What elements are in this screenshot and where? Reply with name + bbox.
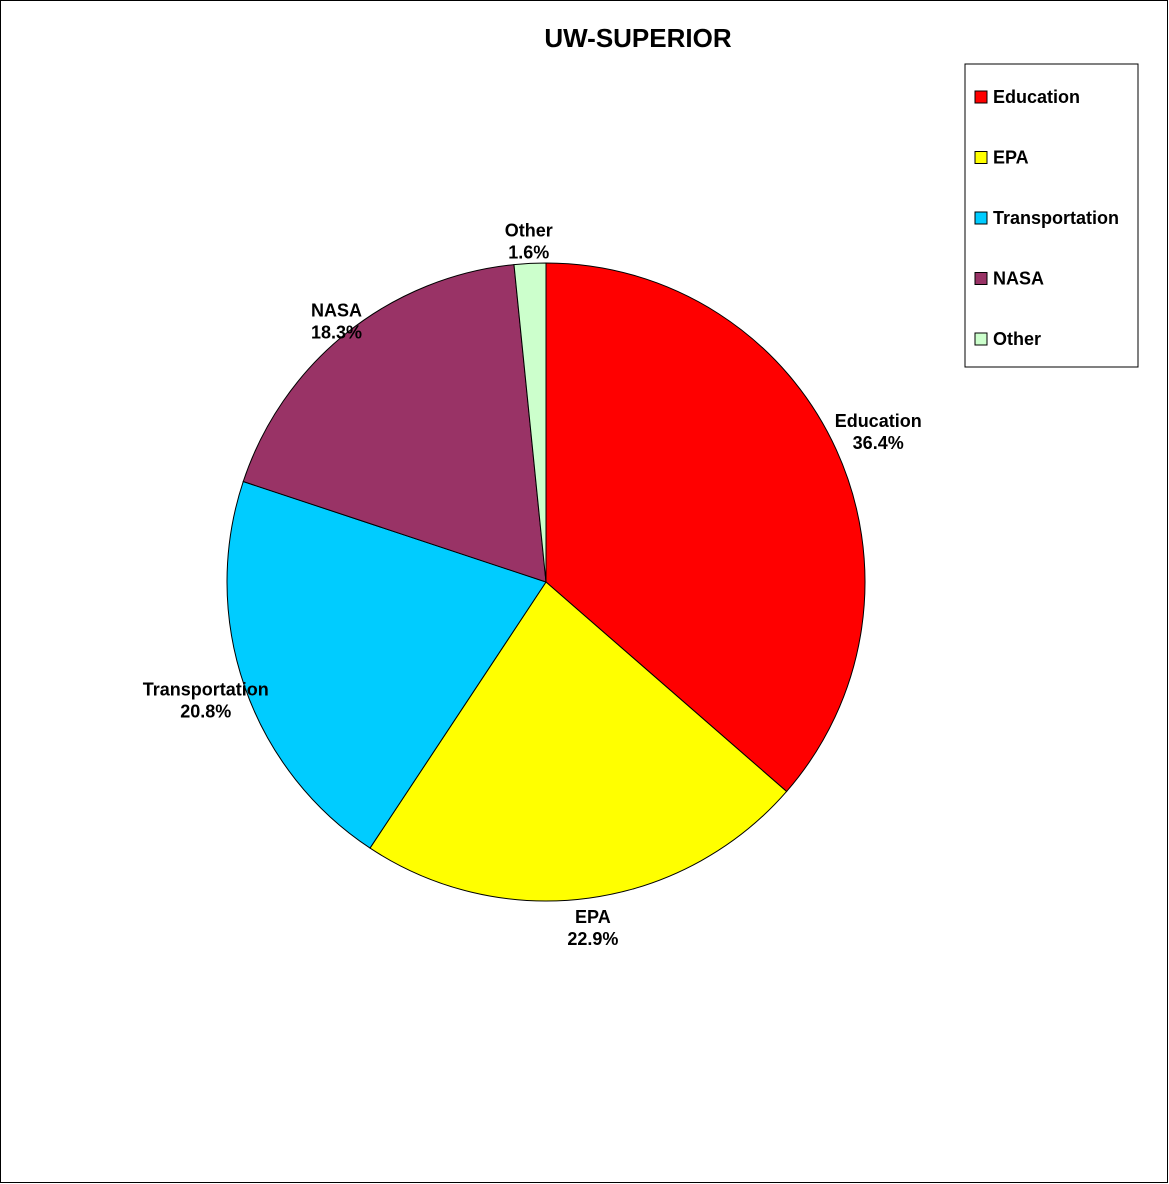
legend-label-education: Education — [993, 87, 1080, 107]
pie-slice-transportation — [226, 480, 547, 849]
slice-label-nasa: NASA 18.3% — [311, 301, 362, 343]
legend-box — [964, 63, 1139, 368]
slice-label-percent: 18.3% — [311, 323, 362, 343]
legend-label-nasa: NASA — [993, 269, 1044, 289]
legend-swatch-education — [974, 90, 988, 104]
pie-slice-other — [513, 262, 547, 583]
slice-label-other: Other 1.6% — [505, 220, 553, 262]
slice-label-percent: 1.6% — [508, 242, 549, 262]
slice-label-name: Education — [835, 411, 922, 431]
legend: Education EPA Transportation NASA Other — [964, 63, 1139, 368]
slice-labels: Education 36.4% EPA 22.9% Transportation 20.8… — [143, 220, 922, 948]
slice-label-percent: 20.8% — [180, 702, 231, 722]
legend-swatch-epa — [974, 151, 988, 164]
pie-slice-education — [545, 262, 866, 793]
slice-label-name: EPA — [575, 907, 611, 927]
pie-slice-epa — [369, 581, 788, 902]
chart-title: UW-SUPERIOR — [544, 23, 731, 53]
legend-label-transportation: Transportation — [993, 208, 1119, 228]
slice-label-name: Other — [505, 220, 553, 240]
legend-label-epa: EPA — [993, 148, 1029, 168]
pie-slices — [226, 262, 866, 902]
slice-label-name: NASA — [311, 301, 362, 321]
slice-label-percent: 36.4% — [853, 433, 904, 453]
legend-swatch-nasa — [974, 272, 988, 285]
legend-swatch-other — [974, 332, 988, 346]
slice-label-name: Transportation — [143, 680, 269, 700]
slice-label-epa: EPA 22.9% — [567, 907, 618, 949]
legend-label-other: Other — [993, 329, 1041, 349]
legend-swatch-transportation — [974, 211, 988, 225]
slice-label-percent: 22.9% — [567, 929, 618, 949]
slice-label-transportation: Transportation 20.8% — [143, 680, 269, 722]
pie-slice-nasa — [242, 264, 547, 583]
slice-label-education: Education 36.4% — [835, 411, 922, 453]
